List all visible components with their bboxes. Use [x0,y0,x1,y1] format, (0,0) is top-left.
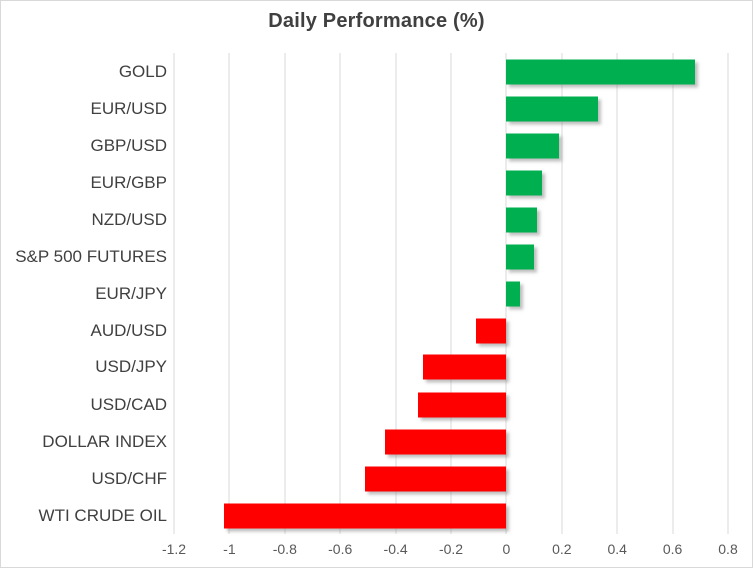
bar-gbp-usd [506,133,560,158]
bar-gold [506,59,695,84]
chart-title: Daily Performance (%) [268,10,485,32]
bar-s-p-500-futures [506,244,535,269]
bar-wti-crude-oil [223,503,507,528]
x-tick-label: 0.2 [552,541,572,557]
category-label-usd-cad: USD/CAD [90,394,167,414]
gridline [616,53,618,534]
gridline [339,53,341,534]
category-axis: GOLD EUR/USD GBP/USD EUR/GBP NZD/USD S&P 500 … [1,53,167,534]
x-tick-label: -1.2 [161,541,187,557]
gridline [727,53,729,534]
bar-usd-jpy [423,354,507,380]
bar-usd-chf [365,466,507,491]
category-label-gold: GOLD [118,61,167,81]
gridline [228,53,230,534]
gridline [284,53,286,534]
category-label-s-p-500-futures: S&P 500 FUTURES [15,246,167,266]
category-label-aud-usd: AUD/USD [90,320,167,340]
value-axis: -1.2 -1 -0.8 -0.6 -0.4 -0.2 0 0.2 0.4 0.6 0.8 [162,541,738,563]
gridline [450,53,452,534]
bar-eur-jpy [506,281,521,306]
category-label-wti-crude-oil: WTI CRUDE OIL [38,505,167,525]
bar-dollar-index [384,429,507,454]
bar-usd-cad [417,392,507,417]
category-label-usd-chf: USD/CHF [91,468,167,488]
x-tick-label: -0.4 [383,541,408,557]
x-tick-label: 0.4 [607,541,627,557]
category-label-usd-jpy: USD/JPY [95,357,167,377]
category-label-gbp-usd: GBP/USD [90,135,167,155]
gridline [672,53,674,534]
x-tick-label: 0.6 [662,541,683,557]
bar-eur-usd [506,96,598,121]
x-tick-label: -1 [223,541,236,557]
x-tick-label: 0.8 [718,541,738,557]
gridline [173,53,175,534]
category-label-nzd-usd: NZD/USD [91,209,167,229]
bar-aud-usd [475,318,507,343]
category-label-eur-usd: EUR/USD [90,98,167,118]
category-label-eur-gbp: EUR/GBP [90,172,167,192]
gridline [561,53,563,534]
category-label-dollar-index: DOLLAR INDEX [42,431,167,451]
x-tick-label: -0.2 [438,541,464,557]
x-tick-label: -0.6 [328,541,353,557]
x-tick-label: -0.8 [272,541,297,557]
x-tick-label: 0 [502,541,511,557]
category-label-eur-jpy: EUR/JPY [95,283,167,303]
bar-eur-gbp [506,170,543,195]
bar-nzd-usd [506,207,537,232]
plot-area [173,53,729,534]
gridline [395,53,397,534]
